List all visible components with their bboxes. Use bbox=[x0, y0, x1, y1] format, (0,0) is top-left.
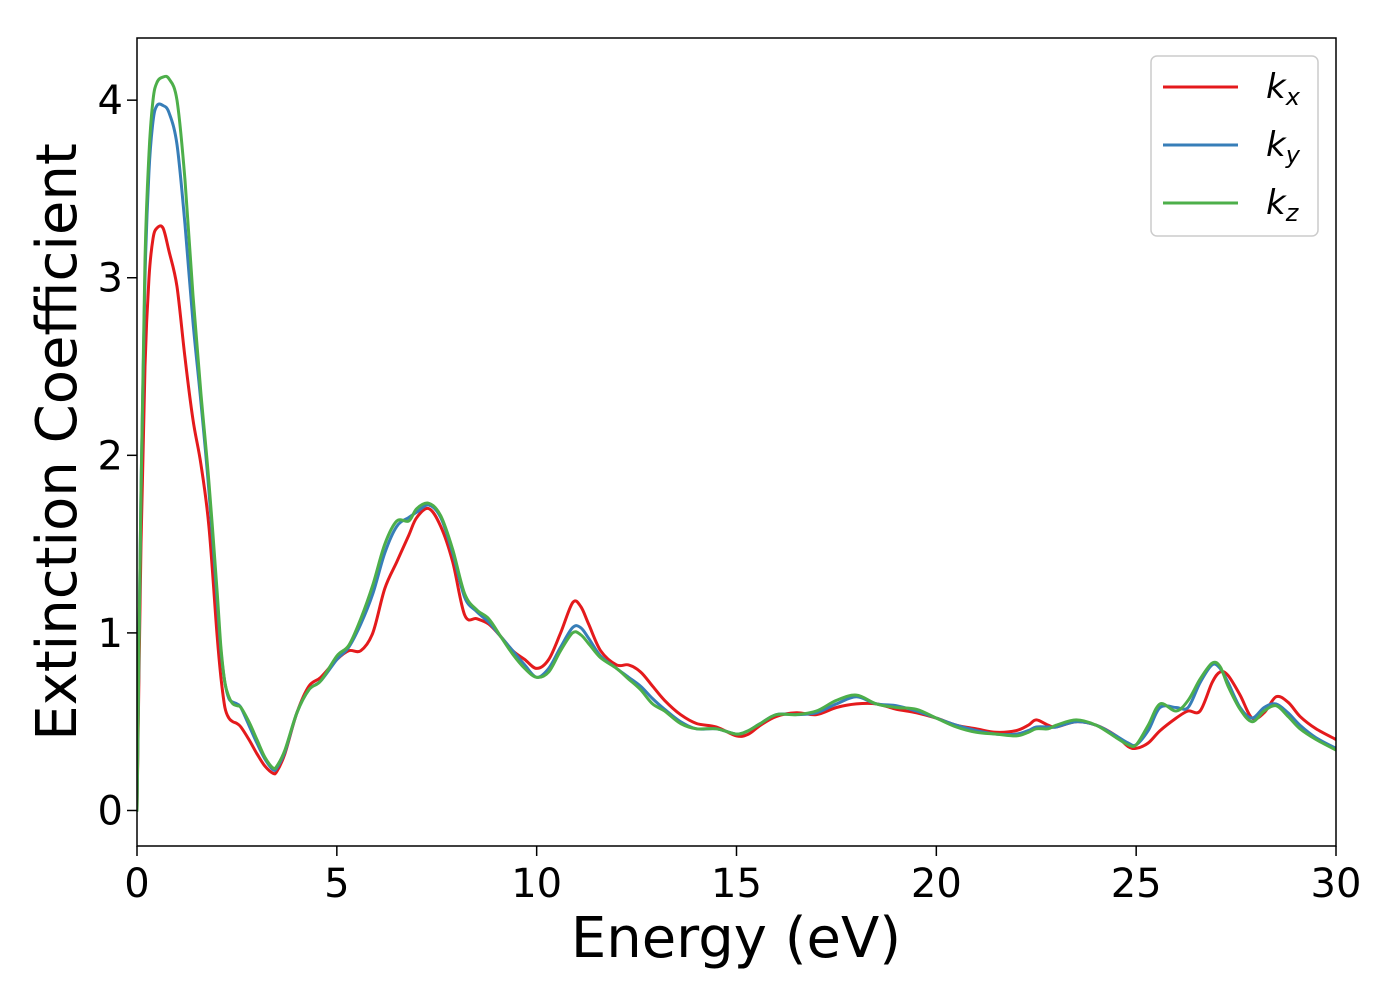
x-axis-label: Energy (eV) bbox=[571, 906, 901, 971]
y-axis-label: Extinction Coefficient bbox=[25, 143, 90, 741]
y-tick-label: 4 bbox=[98, 78, 123, 124]
legend-label-kx: kx bbox=[1266, 67, 1301, 111]
x-tick-label: 25 bbox=[1111, 861, 1162, 907]
y-tick-label: 0 bbox=[98, 788, 123, 834]
legend-label-ky: ky bbox=[1266, 125, 1301, 169]
legend: kx ky kz bbox=[1150, 55, 1319, 237]
series-line-kz bbox=[137, 74, 1336, 812]
legend-label-kz: kz bbox=[1266, 183, 1300, 227]
y-tick-label: 1 bbox=[98, 611, 123, 657]
x-tick-label: 20 bbox=[911, 861, 962, 907]
y-tick-label: 2 bbox=[98, 433, 123, 479]
x-tick-label: 5 bbox=[324, 861, 349, 907]
x-tick-label: 30 bbox=[1311, 861, 1362, 907]
y-tick-label: 3 bbox=[98, 256, 123, 302]
x-tick-label: 0 bbox=[124, 861, 149, 907]
x-tick-label: 10 bbox=[511, 861, 562, 907]
x-axis-ticks: 0 5 10 15 20 25 30 bbox=[124, 846, 1361, 907]
plot-curves bbox=[137, 74, 1336, 812]
series-line-kx bbox=[137, 224, 1336, 812]
x-tick-label: 15 bbox=[711, 861, 762, 907]
y-axis-ticks: 0 1 2 3 4 bbox=[98, 78, 137, 834]
